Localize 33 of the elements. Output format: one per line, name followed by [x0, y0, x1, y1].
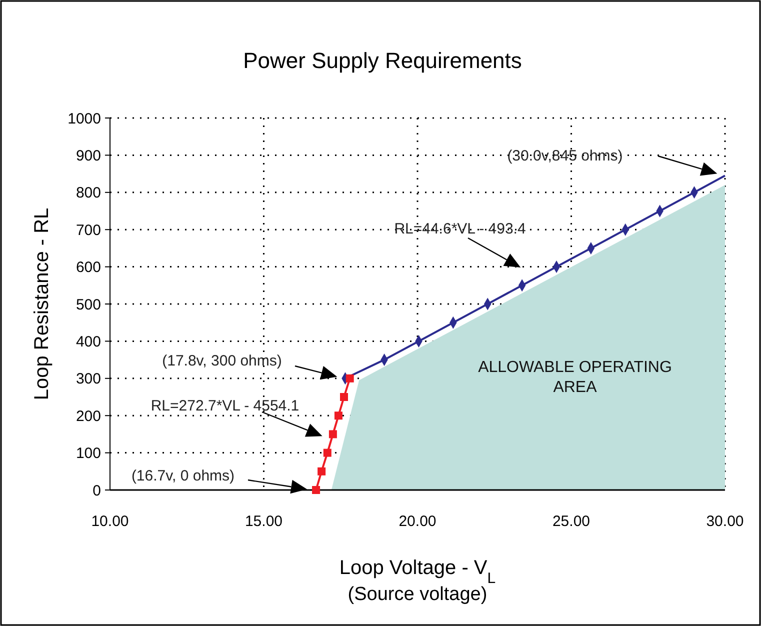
point: [340, 393, 348, 401]
annotation: RL=44.6*VL - 493.4: [394, 220, 526, 238]
point: [312, 486, 320, 494]
x-tick-label: 30.00: [706, 513, 744, 530]
y-tick-label: 500: [76, 296, 101, 314]
y-tick-label: 800: [76, 184, 101, 202]
y-tick-label: 400: [76, 333, 101, 350]
annotation: (30.0v,845 ohms): [507, 147, 623, 164]
y-tick-label: 300: [76, 370, 101, 388]
y-tick-label: 1000: [68, 110, 101, 128]
x-axis-title: Loop Voltage - V$_{L}$: [339, 557, 496, 586]
x-tick-label: 25.00: [552, 513, 590, 530]
point: [334, 412, 342, 420]
annotation: (17.8v, 300 ohms): [162, 352, 282, 370]
y-tick-label: 700: [76, 222, 101, 239]
x-tick-label: 15.00: [244, 513, 283, 530]
annotation: (16.7v, 0 ohms): [131, 467, 235, 484]
chart-title: Power Supply Requirements: [243, 48, 522, 73]
annotation: RL=272.7*VL - 4554.1: [150, 397, 300, 414]
y-axis-title: Loop Resistance - RL: [31, 208, 53, 400]
y-tick-label: 600: [76, 259, 101, 276]
y-tick-label: 900: [76, 147, 101, 164]
point: [328, 430, 337, 438]
y-tick-label: 100: [76, 445, 101, 462]
y-tick-label: 0: [92, 482, 101, 500]
annotation: ALLOWABLE OPERATING AREA: [478, 359, 672, 396]
y-tick-label: 200: [76, 408, 101, 425]
x-tick-label: 10.00: [91, 513, 129, 530]
point: [323, 448, 332, 457]
point: [346, 374, 354, 382]
point: [318, 467, 326, 476]
x-tick-label: 20.00: [398, 513, 436, 530]
text: (Source voltage): [348, 584, 488, 605]
